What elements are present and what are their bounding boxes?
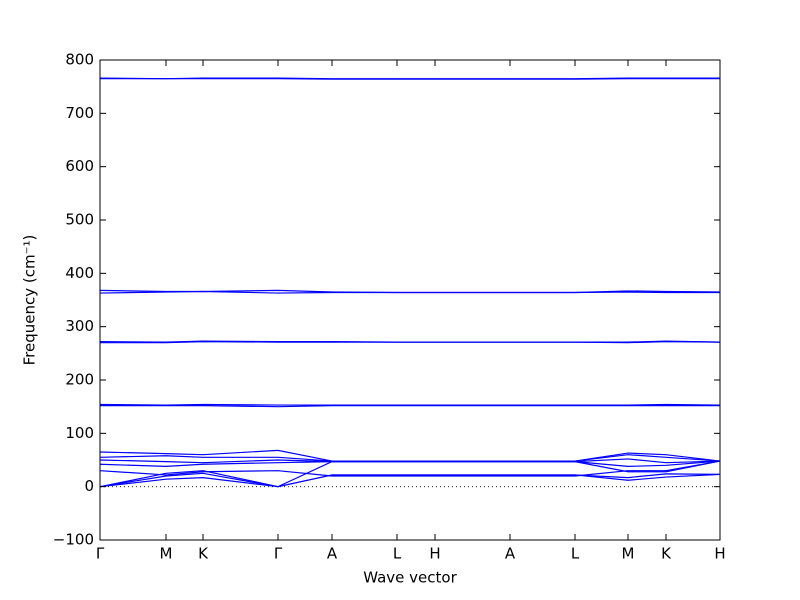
- band-line: [99, 472, 721, 488]
- y-tick-label: 400: [65, 264, 94, 282]
- x-tick-label: H: [714, 545, 725, 563]
- x-tick-label: Γ: [274, 545, 283, 563]
- y-tick-label: 700: [65, 104, 94, 122]
- y-tick-label: 600: [65, 157, 94, 175]
- band-line: [100, 78, 720, 80]
- x-tick-label: A: [327, 545, 338, 563]
- band-line: [99, 460, 721, 477]
- y-tick-label: 100: [65, 424, 94, 442]
- plot-frame: [99, 59, 721, 541]
- x-tick-label: H: [429, 545, 440, 563]
- x-tick-label: M: [622, 545, 635, 563]
- x-tick-label: Γ: [96, 545, 105, 563]
- x-tick-label: K: [198, 545, 209, 563]
- band-line: [99, 290, 720, 294]
- x-tick-label: L: [393, 545, 402, 563]
- y-axis-label: Frequency (cm⁻¹): [21, 235, 39, 366]
- x-tick-label: M: [160, 545, 173, 563]
- x-tick-label: K: [661, 545, 672, 563]
- band-line: [99, 449, 721, 462]
- y-tick-label: 200: [65, 371, 94, 389]
- band-line: [99, 454, 721, 462]
- band-line: [99, 403, 721, 406]
- y-tick-label: 300: [65, 317, 94, 335]
- y-tick-label: 0: [84, 477, 94, 495]
- band-line: [100, 340, 721, 344]
- y-tick-label: 800: [65, 51, 94, 69]
- band-line: [100, 405, 720, 408]
- x-axis-label: Wave vector: [363, 569, 457, 587]
- x-tick-label: A: [505, 545, 516, 563]
- y-tick-label: 500: [65, 211, 94, 229]
- x-tick-label: L: [571, 545, 580, 563]
- y-tick-label: −100: [53, 531, 94, 549]
